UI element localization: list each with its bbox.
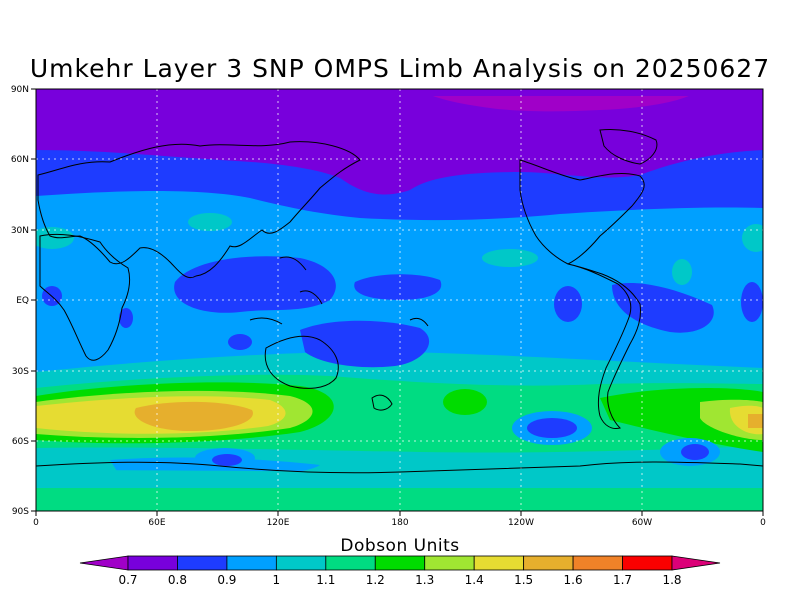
colorbar-tick-label: 0.9 [217, 573, 236, 587]
colorbar-swatch [275, 555, 327, 571]
colorbar-tick-label: 1.8 [662, 573, 681, 587]
colorbar-tick-label: 1.7 [613, 573, 632, 587]
colorbar-swatch [374, 555, 426, 571]
lat-label: 30N [11, 226, 29, 236]
contour-band [443, 389, 487, 415]
lat-label: 90N [11, 85, 29, 95]
contour-band [119, 308, 133, 328]
contour-band [36, 227, 74, 249]
colorbar-tick-label: 1.3 [415, 573, 434, 587]
colorbar-swatch [622, 555, 673, 571]
contour-band [228, 334, 252, 350]
colorbar-tick-label: 0.8 [168, 573, 187, 587]
map-title: Umkehr Layer 3 SNP OMPS Limb Analysis on… [29, 54, 771, 83]
colorbar: 0.7 0.8 0.9 1 1.1 1.2 1.3 1.4 1.5 1.6 1.7 1.8 [79, 555, 721, 587]
contour-band [36, 488, 763, 511]
contour-band [554, 286, 582, 322]
contour-band [741, 282, 763, 322]
colorbar-tick-label: 1 [273, 573, 281, 587]
lon-label: 0 [33, 518, 39, 528]
lat-label: 60N [11, 155, 29, 165]
lon-label: 120E [267, 518, 290, 528]
colorbar-tick-label: 1.5 [514, 573, 533, 587]
colorbar-tick-label: 1.4 [465, 573, 484, 587]
lat-label: 30S [12, 367, 29, 377]
colorbar-swatch [473, 555, 525, 571]
lat-label: EQ [16, 296, 29, 306]
contour-band [527, 418, 577, 438]
colorbar-swatch [572, 555, 623, 571]
lat-label: 60S [12, 437, 29, 447]
colorbar-swatch [523, 555, 574, 571]
graticule [36, 89, 763, 511]
contour-band [681, 444, 709, 460]
colorbar-title: Dobson Units [340, 536, 460, 556]
contour-band [36, 89, 763, 96]
colorbar-swatch [424, 555, 475, 571]
lat-label: 90S [12, 507, 29, 517]
contour-band [300, 320, 430, 368]
contour-band [672, 259, 692, 285]
contour-band [612, 282, 714, 333]
contour-band [36, 89, 763, 195]
lon-label: 60W [632, 518, 652, 528]
colorbar-swatch [325, 555, 376, 571]
colorbar-tick-label: 0.7 [118, 573, 137, 587]
lon-label: 0 [760, 518, 766, 528]
colorbar-tick-label: 1.1 [316, 573, 335, 587]
contour-band [188, 213, 232, 231]
coastlines [36, 129, 763, 474]
colorbar-tick-label: 1.6 [564, 573, 583, 587]
lon-label: 120W [508, 518, 534, 528]
colorbar-swatch [226, 555, 277, 571]
lon-label: 60E [148, 518, 165, 528]
colorbar-upper-arrow [671, 555, 721, 571]
contour-band [134, 401, 253, 432]
colorbar-swatch [177, 555, 228, 571]
contour-band [174, 256, 336, 313]
contour-band [742, 224, 763, 252]
contour-band [748, 414, 763, 428]
colorbar-swatch [127, 555, 178, 571]
contour-band [212, 454, 242, 466]
colorbar-tick-label: 1.2 [366, 573, 385, 587]
lon-label: 180 [391, 518, 408, 528]
contour-band [354, 274, 442, 300]
colorbar-lower-arrow [79, 555, 129, 571]
axis-ticks [31, 88, 764, 516]
contour-band [482, 249, 538, 267]
